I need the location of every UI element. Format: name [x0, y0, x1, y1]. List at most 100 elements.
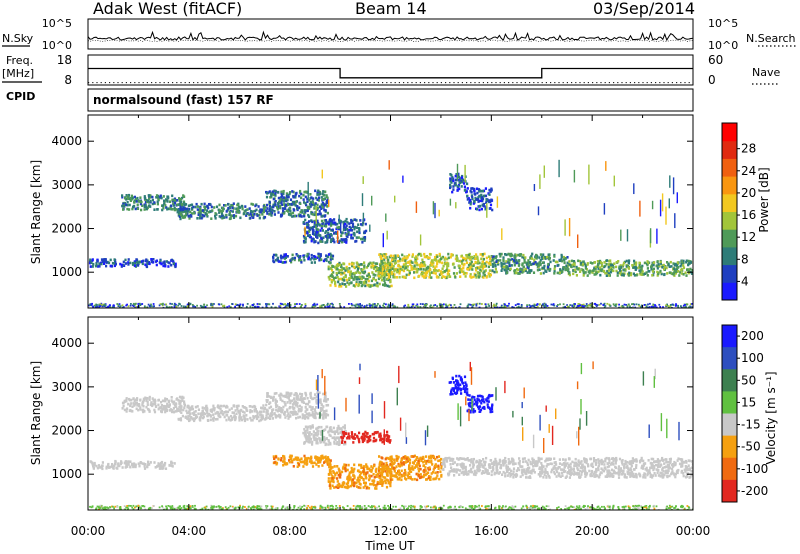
- velocity-cell: [212, 413, 215, 416]
- power-cell: [359, 281, 362, 284]
- power-cell: [219, 215, 222, 219]
- power-cell: [278, 200, 281, 203]
- power-ground-cell: [141, 303, 144, 305]
- power-cell: [239, 216, 242, 220]
- power-cell: [477, 200, 480, 203]
- power-cell: [268, 207, 272, 211]
- power-cell: [441, 255, 444, 259]
- velocity-cell: [300, 394, 303, 398]
- power-cell: [487, 272, 490, 275]
- power-cell: [315, 235, 318, 238]
- power-cell: [366, 283, 369, 287]
- power-cell: [340, 234, 343, 238]
- power-cell: [432, 271, 435, 275]
- power-ground-cell: [180, 305, 183, 307]
- power-cell: [162, 206, 165, 210]
- velocity-cell: [319, 457, 322, 460]
- power-ground-cell: [329, 303, 332, 305]
- power-cell: [240, 204, 243, 208]
- power-cell: [356, 269, 359, 273]
- power-cell: [231, 210, 234, 213]
- velocity-cell: [153, 398, 156, 402]
- power-cell: [458, 259, 461, 263]
- velocity-cell: [371, 466, 374, 470]
- power-cell: [478, 190, 481, 193]
- power-cell: [379, 270, 382, 273]
- velocity-cell: [315, 400, 318, 403]
- power-cell: [319, 253, 322, 256]
- power-cell: [172, 202, 175, 205]
- power-cell: [210, 217, 213, 220]
- power-cell: [300, 261, 303, 264]
- velocity-cell: [128, 398, 131, 402]
- power-cell: [373, 283, 376, 287]
- power-cell: [190, 203, 194, 207]
- power-cell: [327, 265, 330, 269]
- velocity-cell: [309, 425, 312, 428]
- velocity-cell: [212, 419, 215, 422]
- power-cell: [345, 224, 348, 227]
- velocity-cell: [283, 458, 286, 461]
- velocity-cell: [282, 405, 285, 409]
- power-cell: [394, 261, 397, 265]
- velocity-cell: [148, 410, 151, 413]
- power-cell: [289, 213, 292, 217]
- velocity-cell: [97, 464, 101, 467]
- power-ground-cell: [173, 306, 176, 308]
- power-cell: [131, 196, 134, 199]
- velocity-cell: [206, 409, 209, 413]
- power-cell: [198, 216, 201, 220]
- velocity-cell: [299, 392, 302, 396]
- power-cell: [364, 277, 367, 281]
- velocity-cell: [194, 410, 197, 413]
- power-cell: [332, 265, 335, 268]
- power-streak: [651, 200, 654, 210]
- power-cell: [333, 232, 336, 235]
- velocity-cell: [345, 486, 348, 489]
- velocity-cell: [310, 433, 313, 436]
- power-cell: [546, 267, 549, 271]
- power-cell: [122, 202, 125, 206]
- power-ground-cell: [470, 304, 472, 306]
- power-cell: [461, 178, 464, 182]
- power-cell: [483, 270, 486, 273]
- power-cell: [308, 228, 311, 231]
- power-ground-cell: [577, 303, 580, 305]
- power-cell: [458, 270, 461, 274]
- velocity-cell: [232, 411, 235, 415]
- power-cell: [469, 198, 472, 202]
- power-cell: [342, 226, 346, 229]
- power-ground-cell: [569, 304, 572, 306]
- power-cell: [271, 190, 274, 193]
- power-cell: [165, 198, 168, 201]
- power-cell: [327, 275, 330, 279]
- power-cell: [465, 190, 468, 194]
- velocity-cell: [303, 431, 307, 434]
- power-cell: [200, 216, 203, 220]
- power-cell: [507, 258, 510, 261]
- power-cell: [521, 255, 524, 259]
- power-cell: [365, 281, 368, 284]
- power-ground-cell: [536, 303, 539, 305]
- power-cell: [317, 199, 320, 202]
- velocity-cell: [315, 406, 318, 409]
- power-cell: [286, 203, 289, 206]
- power-ground-cell: [412, 305, 415, 307]
- power-ground-cell: [175, 303, 177, 306]
- date-title: 03/Sep/2014: [593, 0, 695, 18]
- power-ground-cell: [272, 302, 274, 305]
- power-cell: [317, 252, 320, 256]
- power-cell: [292, 190, 295, 194]
- power-cell: [388, 270, 391, 274]
- velocity-cell: [365, 476, 368, 480]
- power-ground-cell: [285, 306, 288, 308]
- power-cell: [385, 253, 388, 256]
- velocity-cell: [313, 433, 316, 436]
- velocity-cell: [161, 467, 164, 470]
- power-cell: [668, 265, 671, 268]
- velocity-cell: [130, 402, 133, 405]
- power-cell: [489, 200, 492, 203]
- velocity-cell: [310, 461, 313, 464]
- power-cell: [480, 207, 483, 211]
- power-cell: [429, 253, 432, 256]
